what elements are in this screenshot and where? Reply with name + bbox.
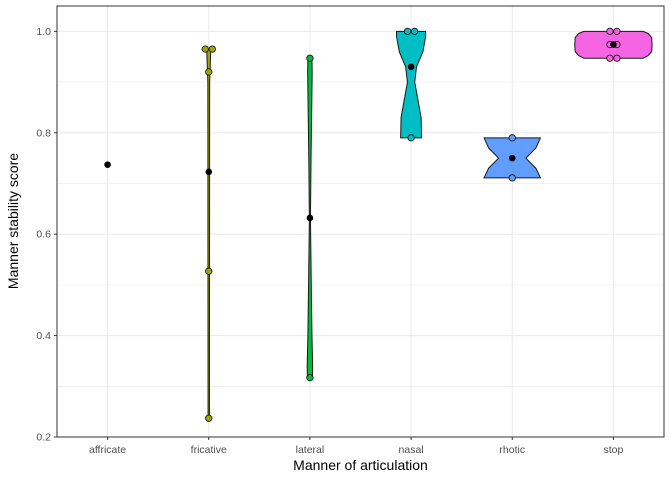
x-tick-label-affricate: affricate — [89, 444, 126, 456]
plot-panel — [57, 6, 664, 437]
plot-border — [56, 5, 665, 438]
point-rhotic — [508, 174, 516, 182]
y-axis-ticks: 0.2 0.4 0.6 0.8 1.0 — [36, 26, 57, 444]
point-rhotic — [508, 134, 516, 142]
point-stop — [606, 54, 614, 62]
y-tick-label: 0.6 — [36, 229, 51, 241]
point-nasal — [407, 134, 415, 142]
mean-point-lateral — [306, 214, 314, 222]
point-fricative — [201, 45, 209, 53]
x-tick-label-rhotic: rhotic — [499, 444, 525, 456]
mean-point-affricate — [104, 161, 111, 169]
point-fricative — [205, 68, 213, 76]
point-stop — [613, 54, 621, 62]
x-axis-title: Manner of articulation — [293, 457, 428, 473]
point-lateral — [306, 54, 314, 62]
points — [201, 27, 621, 422]
x-tick-label-nasal: nasal — [399, 444, 424, 456]
point-fricative — [205, 414, 213, 422]
point-stop — [606, 27, 614, 36]
point-stop — [613, 27, 621, 36]
point-nasal — [410, 27, 419, 36]
y-tick-label: 0.4 — [36, 330, 51, 342]
x-axis-ticks: affricate fricative lateral nasal rhotic stop — [89, 437, 623, 456]
x-tick-label-lateral: lateral — [296, 444, 325, 456]
x-tick-label-stop: stop — [603, 444, 623, 456]
x-tick-label-fricative: fricative — [191, 444, 227, 456]
y-tick-label: 1.0 — [36, 26, 51, 38]
y-axis-title: Manner stability score — [5, 153, 21, 289]
point-lateral — [306, 374, 314, 382]
mean-point-fricative — [205, 168, 213, 176]
point-fricative — [208, 45, 216, 53]
mean-point-rhotic — [508, 154, 516, 162]
y-tick-label: 0.2 — [36, 432, 51, 444]
mean-point-nasal — [407, 63, 415, 71]
point-nasal — [403, 27, 412, 36]
grid-minor — [57, 81, 664, 387]
mean-point-stop — [610, 41, 617, 48]
means — [104, 41, 617, 222]
y-tick-label: 0.8 — [36, 127, 51, 139]
violin-nasal — [396, 30, 427, 139]
point-fricative — [205, 267, 213, 275]
